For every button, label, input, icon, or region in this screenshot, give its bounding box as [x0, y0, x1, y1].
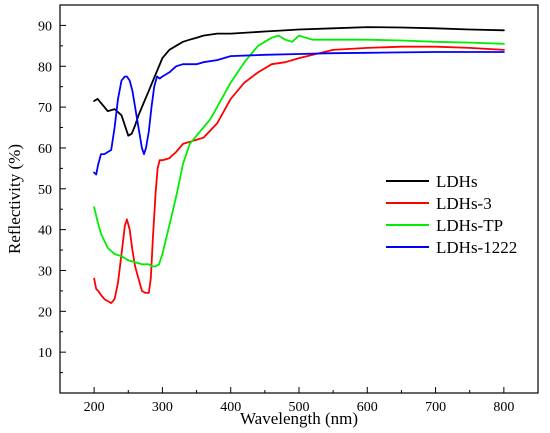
- x-tick-labels: 200 300 400 500 600 700 800: [84, 400, 515, 415]
- legend-label-1: LDHs: [436, 172, 478, 191]
- y-axis-title: Reflectivity (%): [5, 144, 24, 254]
- y-tick-label: 20: [38, 305, 52, 320]
- x-tick-label: 700: [425, 400, 446, 415]
- y-tick-label: 50: [38, 183, 52, 198]
- series-line-3: [93, 34, 505, 268]
- y-tick-label: 70: [38, 101, 52, 116]
- x-tick-label: 800: [493, 400, 514, 415]
- legend-label-2: LDHs-3: [436, 194, 492, 213]
- x-tick-label: 200: [84, 400, 105, 415]
- series-line-2: [93, 45, 505, 305]
- series-line-1: [93, 26, 505, 137]
- legend-label-3: LDHs-TP: [436, 216, 503, 235]
- y-tick-label: 10: [38, 346, 52, 361]
- y-tick-labels: 10 20 30 40 50 60 70 80 90: [38, 19, 52, 361]
- y-tick-label: 60: [38, 142, 52, 157]
- y-tick-label: 30: [38, 264, 52, 279]
- series-lines: [93, 26, 505, 305]
- x-tick-label: 600: [357, 400, 378, 415]
- y-tick-label: 40: [38, 224, 52, 239]
- x-tick-label: 400: [220, 400, 241, 415]
- x-tick-label: 500: [289, 400, 310, 415]
- x-axis-title: Wavelength (nm): [240, 409, 358, 428]
- y-tick-label: 90: [38, 19, 52, 34]
- y-tick-label: 80: [38, 60, 52, 75]
- x-tick-label: 300: [152, 400, 173, 415]
- series-line-4: [93, 51, 505, 176]
- legend: LDHs LDHs-3 LDHs-TP LDHs-1222: [386, 172, 517, 257]
- plot-frame: [59, 4, 539, 394]
- legend-label-4: LDHs-1222: [436, 238, 517, 257]
